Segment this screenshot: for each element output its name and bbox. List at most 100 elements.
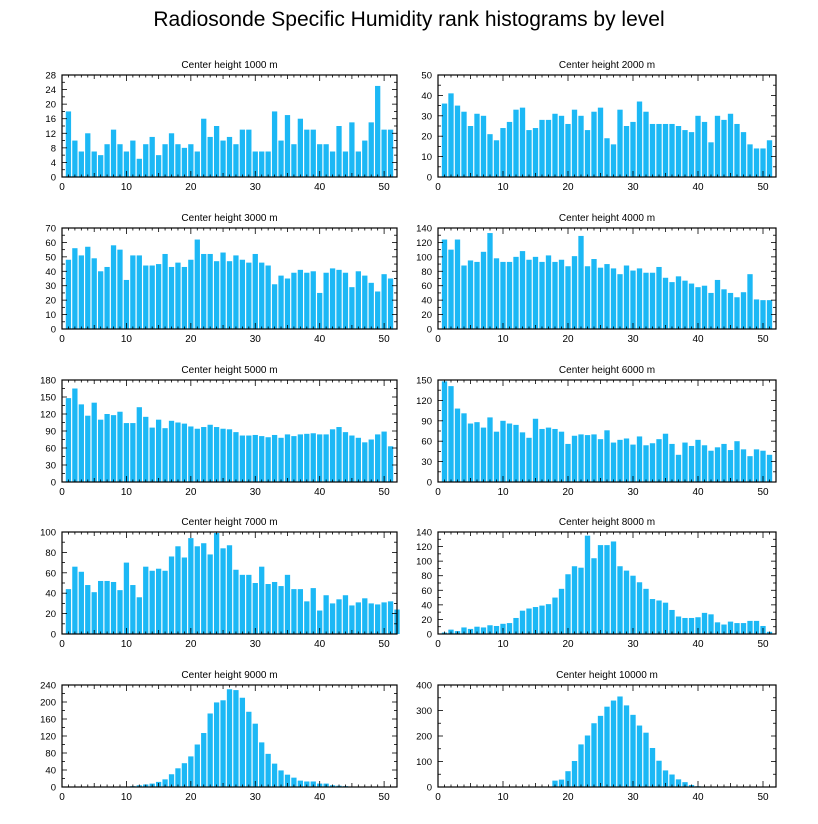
x-tick-label: 40 (314, 182, 326, 193)
bar (649, 443, 656, 482)
x-tick-label: 0 (59, 182, 65, 193)
bar (747, 274, 753, 329)
bar (162, 253, 168, 329)
bar (753, 148, 760, 177)
bar (226, 429, 233, 482)
x-tick-label: 10 (121, 487, 133, 498)
x-tick-label: 10 (497, 792, 509, 803)
bar (539, 261, 545, 329)
bar (317, 144, 323, 177)
bar (734, 123, 740, 177)
bar (155, 568, 162, 634)
bar (695, 115, 701, 177)
bar (571, 256, 578, 329)
bar (649, 123, 656, 177)
y-tick-label: 90 (45, 427, 56, 438)
bar (207, 253, 213, 329)
bar (381, 274, 387, 329)
bar (220, 140, 226, 177)
bar (688, 283, 695, 329)
bar (355, 602, 361, 634)
bar (239, 574, 246, 634)
bar (721, 624, 727, 634)
x-tick-label: 30 (250, 792, 262, 803)
panel-title: Center height 2000 m (559, 60, 655, 71)
bar (168, 133, 175, 177)
bar (760, 148, 766, 177)
bar (342, 151, 349, 177)
x-tick-label: 50 (757, 487, 769, 498)
bar (368, 282, 374, 329)
bar (239, 259, 246, 329)
bar (246, 574, 252, 634)
bar (304, 272, 310, 329)
bar (545, 604, 552, 634)
bar (643, 732, 649, 787)
bar (362, 598, 368, 634)
bar (513, 617, 519, 634)
bar (297, 118, 303, 177)
bar (220, 548, 226, 634)
bar (701, 445, 708, 482)
bar (480, 115, 487, 177)
bar (441, 239, 448, 329)
y-tick-label: 120 (40, 732, 56, 743)
y-tick-label: 24 (45, 85, 56, 96)
bar (110, 415, 117, 482)
bar (278, 770, 284, 787)
bar (259, 742, 265, 788)
y-tick-label: 40 (45, 267, 56, 278)
chart-panel-7: Center height 7000 m 0 10 20 30 40 50 0 20 40 60 80… (40, 517, 400, 650)
bar (552, 780, 558, 788)
x-tick-label: 20 (185, 334, 197, 345)
bar (220, 252, 226, 329)
bar (604, 706, 610, 787)
bar (349, 435, 355, 482)
y-tick-label: 100 (416, 757, 432, 768)
bar (381, 431, 387, 482)
bar (623, 570, 630, 634)
bar (584, 435, 591, 482)
bar (149, 136, 155, 177)
y-tick-label: 140 (416, 528, 432, 539)
bar (675, 779, 682, 787)
bar (721, 443, 727, 482)
bar (181, 423, 188, 482)
y-tick-label: 80 (45, 548, 56, 559)
x-tick-label: 50 (379, 182, 391, 193)
x-tick-label: 0 (435, 487, 441, 498)
y-tick-label: 150 (40, 393, 56, 404)
bar (175, 768, 181, 787)
x-tick-label: 0 (59, 334, 65, 345)
bar (278, 140, 284, 177)
bar (201, 253, 207, 329)
bar (727, 292, 734, 329)
bar (110, 129, 117, 177)
bar (91, 258, 97, 329)
bar (323, 272, 329, 329)
bar (310, 588, 316, 634)
chart-panel-6: Center height 6000 m 0 10 20 30 40 50 0 30 60 90 12… (416, 365, 777, 498)
bar (336, 599, 342, 634)
x-tick-label: 0 (435, 639, 441, 650)
x-tick-label: 20 (562, 182, 574, 193)
bar (565, 771, 571, 787)
y-tick-label: 180 (40, 376, 56, 387)
bar (623, 438, 630, 482)
bar (591, 723, 597, 787)
bar (500, 128, 506, 177)
bar (65, 259, 72, 329)
bar (474, 422, 480, 482)
y-tick-label: 300 (416, 706, 432, 717)
bar (721, 289, 727, 329)
x-tick-label: 40 (692, 182, 704, 193)
bar (441, 103, 448, 177)
bar (558, 259, 565, 329)
bar (110, 581, 117, 634)
bar (753, 620, 760, 634)
bar (175, 546, 181, 634)
bar (597, 439, 604, 482)
bar (649, 599, 656, 634)
bar (252, 723, 258, 787)
bar (487, 625, 493, 634)
